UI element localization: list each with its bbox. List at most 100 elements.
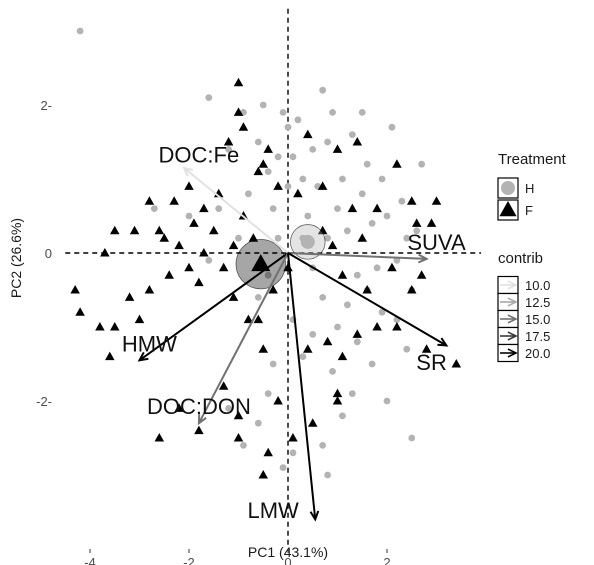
point-H-42 [418,160,426,168]
point-H-33 [373,264,381,272]
point-H-54 [319,294,327,301]
point-H-17 [304,212,312,220]
point-F-5 [263,144,273,153]
point-H-62 [383,397,391,405]
point-H-29 [353,271,361,279]
point-F-9 [303,129,313,139]
point-F-43 [228,292,239,301]
point-H-4 [245,190,252,198]
point-F-81 [144,196,155,205]
point-F-27 [451,359,462,368]
point-F-6 [258,159,268,168]
point-F-44 [218,262,229,272]
point-H-39 [403,234,411,242]
point-F-29 [407,285,417,294]
point-H-28 [348,131,356,139]
point-H-8 [269,205,277,213]
point-F-69 [194,425,204,435]
point-F-71 [199,203,209,213]
point-F-21 [327,240,338,250]
point-H-24 [329,109,336,116]
point-H-43 [150,205,158,213]
point-H-32 [368,220,376,227]
x-axis-title: PC1 (43.1%) [248,544,328,560]
point-F-52 [144,285,155,294]
point-F-59 [105,351,115,361]
point-F-75 [253,314,264,324]
legend-contrib-arrow-2-head [507,314,518,324]
group-mean-F [251,254,271,272]
legend-contrib-arrow-3-head [507,331,518,341]
point-H-0 [76,27,84,35]
point-H-52 [299,353,307,360]
x-tick-label-1: -2 [183,555,195,565]
point-F-78 [189,218,199,227]
point-F-49 [174,240,184,250]
point-F-17 [411,218,422,227]
point-H-68 [324,471,331,479]
point-H-21 [319,86,327,94]
point-H-26 [339,175,346,183]
point-H-60 [368,360,376,368]
point-F-61 [75,307,85,316]
point-F-33 [337,351,348,361]
x-tick-label-2: 0 [284,555,291,565]
point-F-34 [322,336,333,346]
point-F-15 [426,218,437,227]
loading-arrow-2-head [437,337,449,347]
point-H-41 [413,227,421,235]
point-F-42 [243,314,254,324]
point-F-63 [174,403,184,412]
point-H-44 [185,212,193,220]
point-F-22 [317,225,328,235]
point-H-71 [240,442,247,449]
point-H-46 [215,205,223,213]
loading-arrow-4 [198,252,289,424]
legend-contrib-label-0: 10.0 [525,278,550,293]
point-H-2 [225,146,233,153]
point-H-22 [324,234,331,242]
point-H-9 [274,153,282,161]
point-H-45 [205,257,213,264]
point-H-7 [264,168,272,176]
point-F-8 [293,188,303,198]
point-H-49 [264,271,272,279]
point-F-30 [392,322,402,331]
legend-contrib-arrow-1-head [507,297,518,307]
point-H-53 [309,331,317,338]
point-F-41 [258,344,268,353]
point-H-30 [358,190,366,198]
legend-contrib-arrow-0-head [507,280,518,290]
point-H-47 [235,234,242,242]
point-H-76 [358,109,366,116]
point-F-10 [317,181,328,190]
point-F-11 [332,144,343,153]
loading-arrow-5 [287,252,317,520]
point-H-66 [339,412,346,420]
point-F-37 [332,396,343,405]
point-F-51 [154,225,165,235]
point-F-25 [387,262,397,272]
point-H-35 [383,212,391,220]
point-F-55 [110,225,120,235]
point-F-39 [288,433,298,442]
point-H-77 [264,390,272,397]
point-H-57 [344,301,351,309]
variable-label-4: DOC:DON [147,394,251,419]
point-F-68 [258,470,268,479]
point-F-57 [110,322,120,331]
point-H-6 [259,101,267,109]
legend-contrib-label-1: 12.5 [525,295,550,310]
legend-contrib-title: contrib [498,250,543,267]
point-F-77 [228,240,239,250]
variable-label-2: SR [416,350,447,375]
point-H-19 [309,146,317,153]
point-F-32 [352,329,363,338]
point-H-38 [398,197,406,205]
loading-arrow-0 [183,167,289,254]
point-F-38 [308,418,318,427]
legend-contrib-label-4: 20.0 [525,346,550,361]
point-H-5 [254,138,262,146]
